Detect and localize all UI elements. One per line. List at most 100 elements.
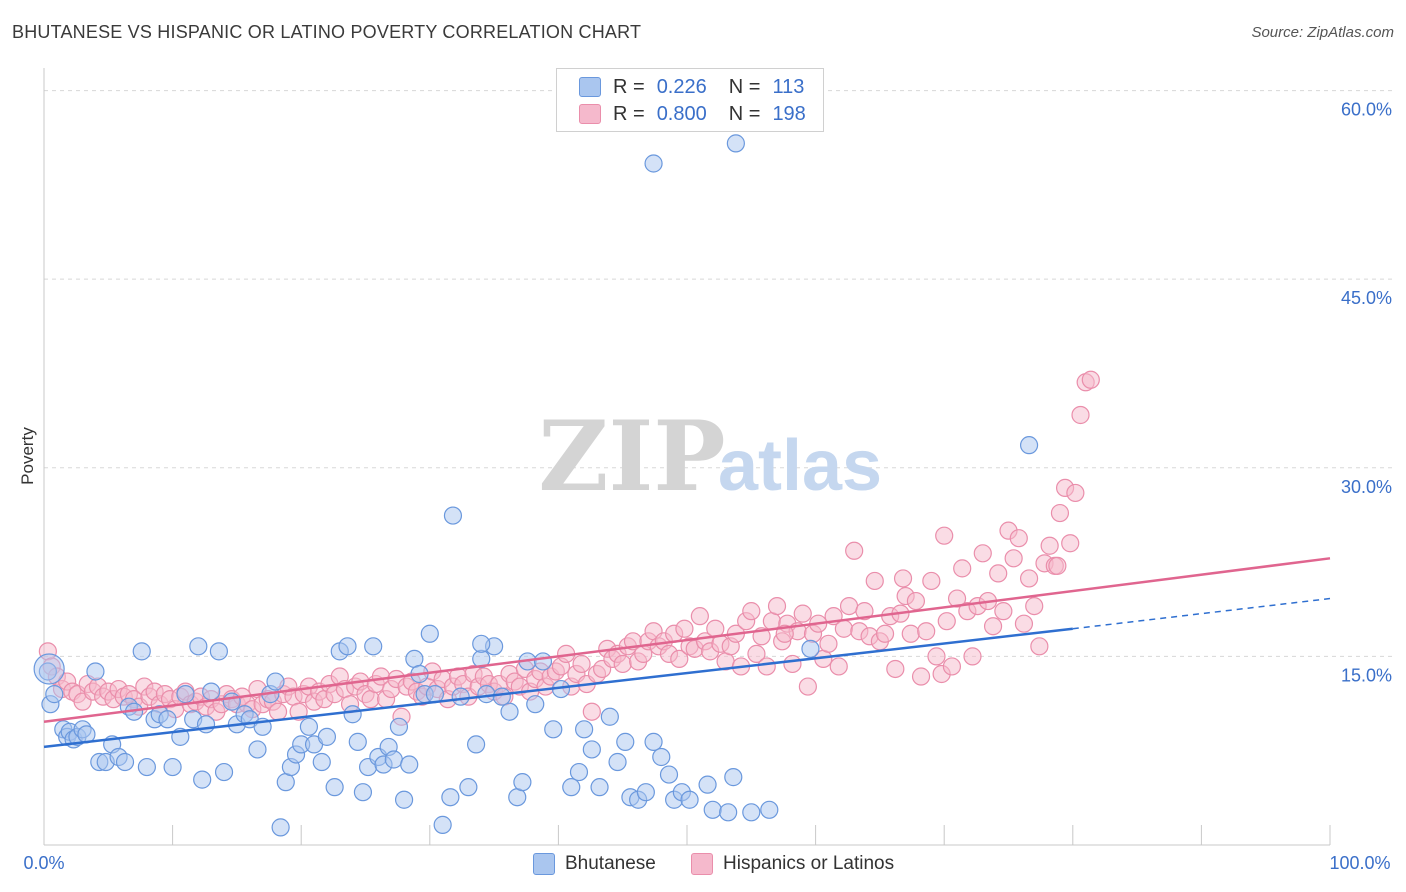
data-point-bhutanese xyxy=(608,752,627,772)
trend-lines xyxy=(43,557,1331,749)
data-point-bhutanese xyxy=(680,790,699,809)
data-point-hispanics xyxy=(1019,569,1039,588)
y-tick-label: 30.0% xyxy=(1341,477,1392,497)
data-point-bhutanese xyxy=(325,778,344,797)
legend-n-value: 113 xyxy=(772,75,805,98)
data-point-bhutanese xyxy=(443,506,463,525)
series-bhutanese-points xyxy=(33,134,1039,837)
x-tick-label: 100.0% xyxy=(1329,853,1390,873)
data-point-bhutanese xyxy=(703,800,722,819)
data-point-bhutanese xyxy=(644,154,663,173)
data-point-bhutanese xyxy=(472,634,491,653)
data-point-bhutanese xyxy=(222,692,241,711)
legend-swatch-blue xyxy=(579,77,601,97)
data-point-hispanics xyxy=(1071,405,1090,425)
legend-r-value: 0.226 xyxy=(656,75,707,98)
data-point-hispanics xyxy=(845,541,864,560)
data-point-hispanics xyxy=(798,677,817,696)
data-point-hispanics xyxy=(917,622,936,641)
data-point-hispanics xyxy=(911,667,931,686)
data-point-bhutanese xyxy=(132,642,151,661)
data-point-hispanics xyxy=(1004,549,1023,568)
data-point-bhutanese xyxy=(45,685,64,704)
correlation-legend: R = 0.226 N = 113 R = 0.800 N = 198 xyxy=(556,68,824,132)
data-point-bhutanese xyxy=(214,762,234,782)
data-point-bhutanese xyxy=(33,653,65,685)
data-point-bhutanese xyxy=(526,695,545,714)
data-point-hispanics xyxy=(935,526,954,545)
data-point-bhutanese xyxy=(719,803,738,822)
data-point-bhutanese xyxy=(137,757,156,777)
data-point-bhutanese xyxy=(338,637,357,656)
data-point-bhutanese xyxy=(353,783,373,802)
data-point-hispanics xyxy=(690,607,709,626)
data-point-bhutanese xyxy=(477,685,496,704)
axes xyxy=(43,68,1331,846)
data-point-hispanics xyxy=(1081,370,1100,389)
data-point-hispanics xyxy=(953,559,972,578)
grid-lines xyxy=(44,90,1395,657)
data-point-hispanics xyxy=(994,602,1013,621)
data-point-hispanics xyxy=(1030,637,1049,656)
data-point-hispanics xyxy=(613,654,632,674)
data-point-bhutanese xyxy=(163,757,182,777)
data-point-bhutanese xyxy=(348,732,367,751)
data-point-hispanics xyxy=(1061,534,1080,553)
data-point-bhutanese xyxy=(209,642,228,661)
data-point-bhutanese xyxy=(441,788,460,807)
data-point-hispanics xyxy=(893,569,913,588)
watermark: ZIP atlas xyxy=(538,400,882,513)
data-point-bhutanese xyxy=(248,740,267,759)
data-point-bhutanese xyxy=(726,134,745,153)
watermark-zip: ZIP xyxy=(538,400,725,513)
data-point-hispanics xyxy=(875,624,895,643)
legend-r-label: R = xyxy=(613,75,645,98)
y-tick-label: 45.0% xyxy=(1341,288,1392,308)
data-point-bhutanese xyxy=(659,765,679,784)
data-point-hispanics xyxy=(865,571,884,591)
y-axis-label: Poverty xyxy=(18,427,37,485)
data-point-bhutanese xyxy=(433,815,452,834)
data-point-hispanics xyxy=(775,624,794,643)
data-point-bhutanese xyxy=(451,687,470,706)
data-point-hispanics xyxy=(983,617,1003,636)
data-point-bhutanese xyxy=(193,770,212,789)
chart-title: BHUTANESE VS HISPANIC OR LATINO POVERTY … xyxy=(12,22,642,42)
data-point-hispanics xyxy=(675,619,694,638)
data-point-bhutanese xyxy=(459,778,478,797)
data-point-bhutanese xyxy=(317,727,337,746)
data-point-hispanics xyxy=(767,596,787,616)
bottom-legend-swatch-blue xyxy=(533,853,555,875)
data-point-hispanics xyxy=(922,571,941,591)
data-point-bhutanese xyxy=(38,662,57,681)
x-tick-label: 0.0% xyxy=(23,853,64,873)
data-point-hispanics xyxy=(829,657,848,676)
data-point-bhutanese xyxy=(405,649,424,669)
data-point-bhutanese xyxy=(636,783,655,802)
data-point-hispanics xyxy=(1066,483,1085,503)
data-point-bhutanese xyxy=(189,637,208,656)
data-point-bhutanese xyxy=(698,775,717,794)
data-point-hispanics xyxy=(1025,596,1044,616)
data-point-hispanics xyxy=(1014,614,1034,633)
data-point-hispanics xyxy=(973,544,992,563)
data-point-hispanics xyxy=(1048,556,1067,575)
bottom-legend-swatch-pink xyxy=(691,853,713,875)
data-point-bhutanese xyxy=(384,750,403,769)
data-point-bhutanese xyxy=(760,800,779,819)
data-point-bhutanese xyxy=(312,752,331,772)
data-point-hispanics xyxy=(1040,536,1059,555)
data-point-hispanics xyxy=(361,690,380,709)
data-point-hispanics xyxy=(757,657,776,676)
data-point-hispanics xyxy=(947,589,967,608)
data-point-bhutanese xyxy=(364,637,383,656)
data-point-hispanics xyxy=(793,604,812,623)
data-point-bhutanese xyxy=(115,752,135,772)
data-point-bhutanese xyxy=(158,710,177,729)
legend-n-value: 198 xyxy=(772,102,806,125)
legend-n-label: N = xyxy=(728,75,761,98)
y-tick-label: 15.0% xyxy=(1341,665,1392,685)
data-point-bhutanese xyxy=(500,702,519,721)
data-point-hispanics xyxy=(762,612,781,631)
